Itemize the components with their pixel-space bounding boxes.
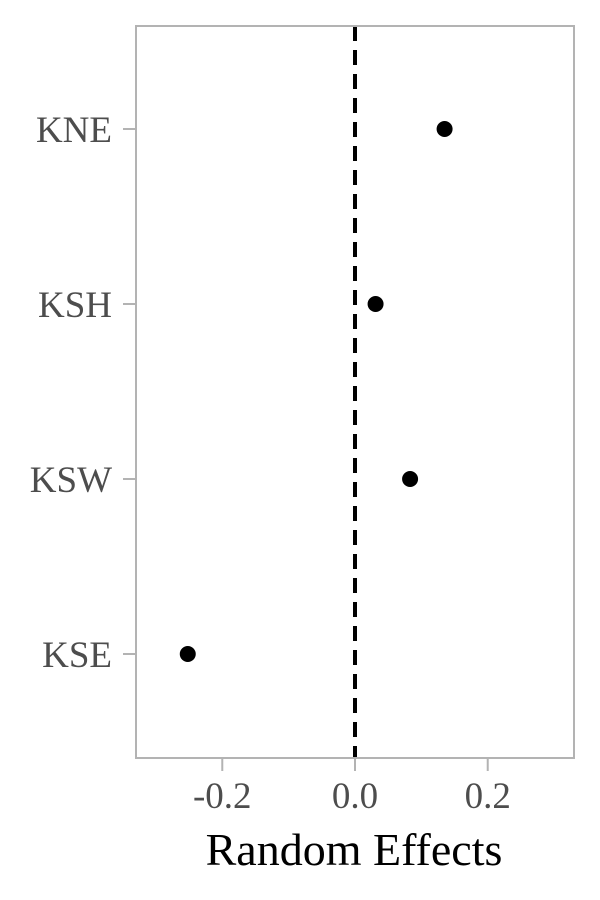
x-tick-label-1: 0.0 [332,776,378,817]
data-point-ksw [402,471,419,487]
data-point-kse [179,646,196,662]
y-tick-label-kse: KSE [42,635,112,676]
data-points-layer [179,121,453,662]
x-axis-title: Random Effects [206,824,503,875]
y-tick-label-kne: KNE [36,110,112,151]
x-tick-label-0: -0.2 [193,776,252,817]
y-axis: KNE KSH KSW KSE [30,110,136,676]
data-point-kne [436,121,453,137]
x-tick-label-2: 0.2 [465,776,511,817]
x-axis: -0.2 0.0 0.2 [193,758,511,817]
y-tick-label-ksw: KSW [30,460,112,501]
data-point-ksh [367,296,384,312]
y-tick-label-ksh: KSH [38,285,112,326]
